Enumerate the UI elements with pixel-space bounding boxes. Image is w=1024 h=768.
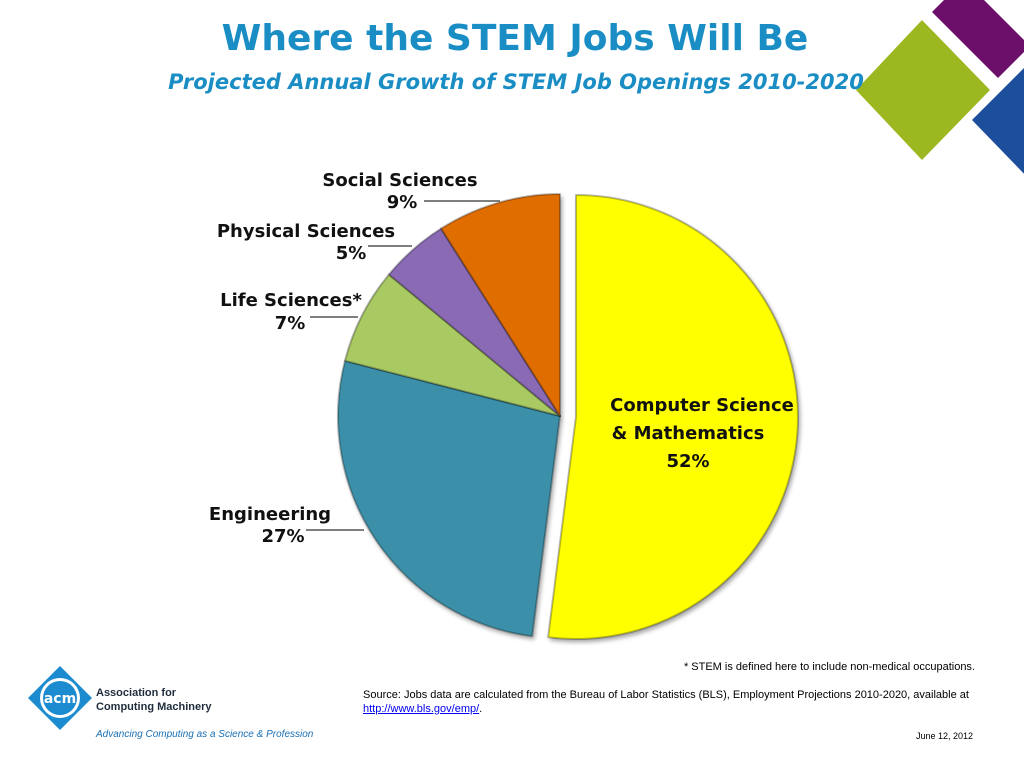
label-physical-pct: 5% [336, 243, 367, 264]
label-life-name: Life Sciences* [220, 290, 362, 311]
label-cs-pct: 52% [666, 451, 709, 472]
label-social-name: Social Sciences [322, 170, 477, 191]
green-diamond [856, 20, 990, 160]
label-engineering-pct: 27% [261, 526, 304, 547]
label-engineering-name: Engineering [209, 504, 331, 525]
source-link[interactable]: http://www.bls.gov/emp/ [363, 703, 480, 715]
label-physical-name: Physical Sciences [217, 221, 395, 242]
org-name-line2: Computing Machinery [96, 701, 212, 713]
acm-logo-icon: acm [28, 666, 92, 730]
corner-decoration [856, 0, 1024, 174]
source-note: Source: Jobs data are calculated from th… [363, 688, 983, 716]
pie-slice-engineering [337, 359, 561, 638]
slide-date: June 12, 2012 [915, 731, 973, 741]
org-name-line1: Association for [96, 687, 177, 699]
pie-slice-social-sciences [440, 193, 561, 417]
source-end: . [479, 703, 483, 715]
footnote: * STEM is defined here to include non-me… [683, 661, 975, 673]
page-title: Where the STEM Jobs Will Be [221, 18, 809, 59]
source-text: Source: Jobs data are calculated from th… [363, 689, 969, 701]
blue-diamond [972, 68, 1024, 174]
pie-slice-computer-science-mathematics [547, 194, 799, 640]
org-tagline: Advancing Computing as a Science & Profe… [96, 729, 314, 740]
label-cs-line1: Computer Science [610, 395, 794, 416]
label-cs-line2: & Mathematics [612, 423, 765, 444]
logo-mark-text: acm [44, 691, 76, 707]
label-social-pct: 9% [387, 192, 418, 213]
purple-diamond [932, 0, 1024, 78]
pie-chart: Social Sciences 9% Physical Sciences 5% … [209, 170, 799, 640]
page-subtitle: Projected Annual Growth of STEM Job Open… [168, 70, 864, 94]
label-life-pct: 7% [275, 313, 306, 334]
